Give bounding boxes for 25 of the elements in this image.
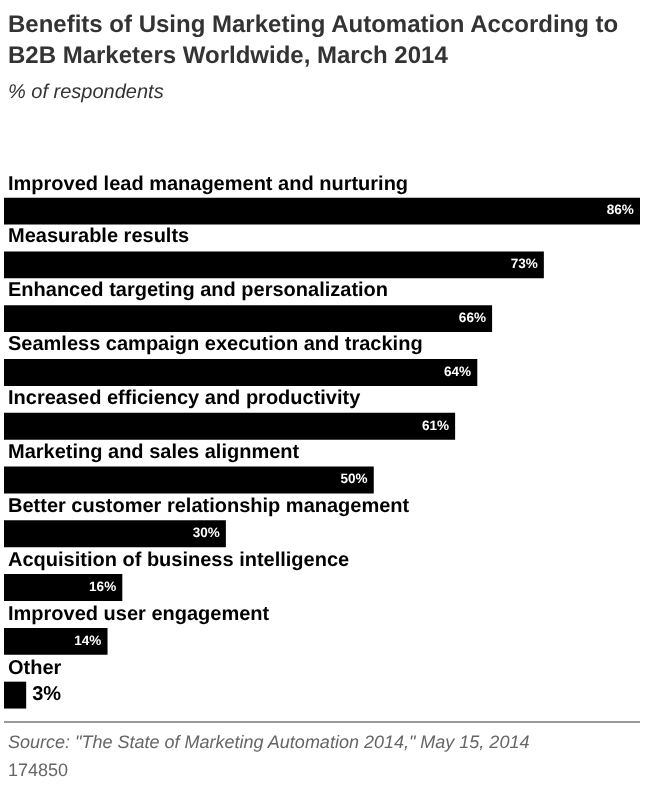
- y-tick-label: Acquisition of business intelligence: [8, 550, 351, 572]
- bar: [4, 251, 544, 279]
- bar: [4, 466, 374, 494]
- bar: [4, 412, 456, 440]
- y-tick-label: Marketing and sales alignment: [8, 442, 301, 464]
- bar: [4, 627, 108, 655]
- y-tick-label: Enhanced targeting and personalization: [8, 280, 389, 302]
- data-label: 3%: [32, 684, 62, 707]
- bar: [4, 358, 478, 386]
- text: 174850: [8, 760, 69, 780]
- y-tick-label: Improved user engagement: [8, 604, 271, 626]
- y-tick-label: Increased efficiency and productivity: [8, 388, 362, 410]
- y-tick-label: Seamless campaign execution and tracking: [8, 334, 423, 356]
- bar: [4, 574, 123, 601]
- source-note: Source: "The State of Marketing Automation 2014," May 15, 2014: [8, 732, 530, 752]
- y-tick-label: Other: [8, 658, 62, 680]
- chart-subtitle: % of respondents: [8, 82, 164, 104]
- bar: [4, 681, 27, 709]
- bar: [4, 305, 493, 333]
- y-tick-label: Improved lead management and nurturing: [8, 174, 409, 196]
- bar: [4, 520, 226, 548]
- y-tick-label: Measurable results: [8, 226, 191, 248]
- y-tick-label: Better customer relationship management: [8, 496, 411, 518]
- chart-title: Benefits of Using Marketing Automation According to B2B Marketers Worldwide, March 2014: [8, 10, 619, 70]
- bar: [4, 197, 640, 225]
